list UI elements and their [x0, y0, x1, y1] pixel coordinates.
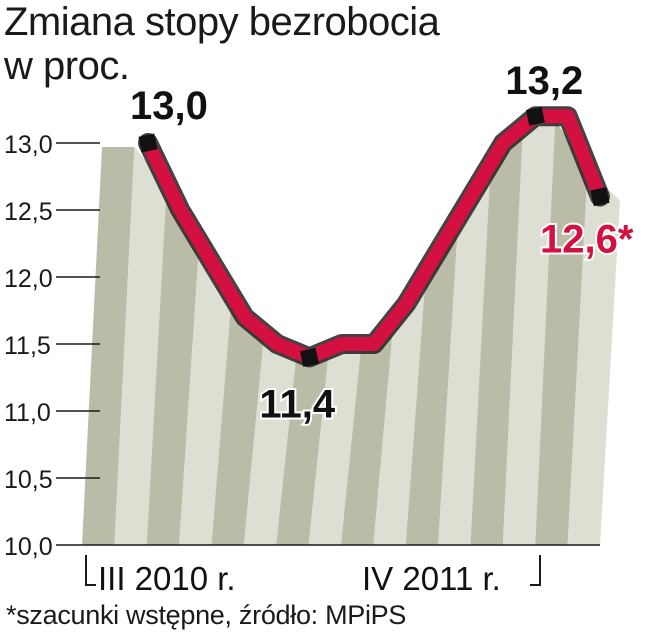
series-line-red — [141, 109, 607, 365]
line-chart: 13,0 12,5 12,0 11,5 11,0 10,5 10,0 III 2010 r.… — [4, 57, 636, 597]
y-tick-label: 10,5 — [4, 466, 53, 494]
stripe — [438, 167, 491, 545]
stripe — [535, 120, 588, 545]
background-stripes — [82, 120, 620, 545]
stripe — [308, 348, 361, 545]
x-axis: III 2010 r. IV 2011 r. — [85, 555, 541, 597]
footnote: *szacunki wstępne, źródło: MPiPS — [6, 600, 407, 630]
stripe — [405, 221, 459, 545]
stripe — [243, 336, 297, 545]
stripe — [341, 323, 394, 545]
stripe — [373, 275, 426, 545]
x-tick-label: III 2010 r. — [98, 560, 236, 597]
y-tick-label: 11,5 — [4, 332, 51, 360]
x-bracket-left — [85, 555, 96, 586]
data-marker — [138, 133, 158, 153]
stripe — [276, 353, 329, 545]
data-label: 12,6* — [540, 218, 634, 262]
data-label: 13,2 — [505, 59, 583, 103]
title-line-1: Zmiana stopy bezrobocia — [4, 0, 440, 44]
stripe — [179, 245, 232, 545]
y-tick-label: 12,0 — [4, 265, 53, 293]
y-axis: 13,0 12,5 12,0 11,5 11,0 10,5 10,0 — [4, 131, 600, 561]
data-markers — [138, 106, 610, 367]
stripe — [567, 169, 620, 545]
chart-title: Zmiana stopy bezrobocia w proc. — [4, 0, 440, 88]
y-tick-label: 11,0 — [4, 399, 51, 427]
stripe — [82, 147, 135, 545]
stripe — [502, 120, 556, 545]
series-line — [138, 106, 610, 368]
x-tick-label: IV 2011 r. — [362, 560, 501, 597]
y-tick-label: 10,0 — [4, 533, 53, 561]
data-marker — [525, 106, 545, 126]
data-marker — [590, 187, 610, 207]
stripe — [114, 147, 167, 545]
data-label: 11,4 — [259, 382, 335, 426]
x-bracket-right — [530, 555, 541, 586]
stripe — [211, 299, 264, 545]
title-line-2: w proc. — [4, 44, 130, 88]
data-marker — [299, 347, 319, 367]
data-labels: 13,0 11,4 13,2 12,6* — [128, 57, 636, 428]
y-tick-label: 13,0 — [4, 131, 53, 159]
data-label: 13,0 — [130, 84, 208, 128]
stripe — [470, 130, 523, 545]
stripe — [146, 185, 200, 545]
y-tick-label: 12,5 — [4, 198, 53, 226]
